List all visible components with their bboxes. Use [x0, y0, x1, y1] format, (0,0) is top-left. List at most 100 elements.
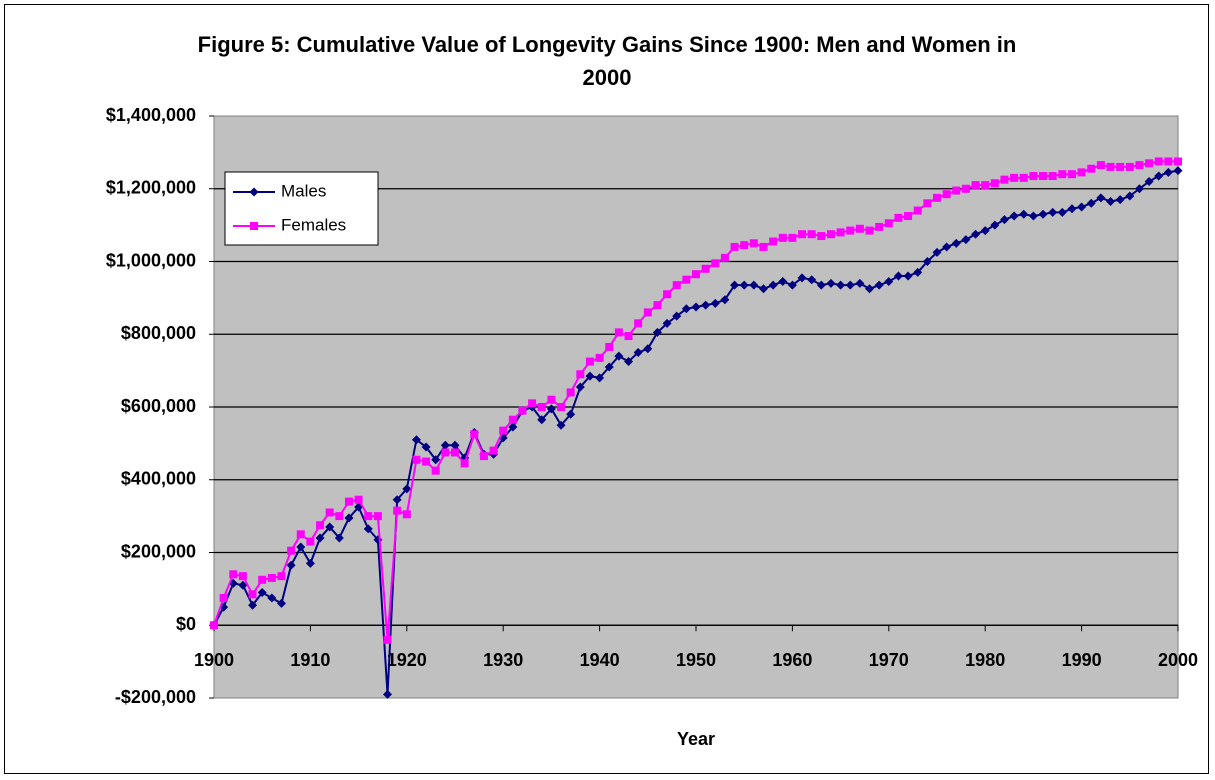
data-point [325, 522, 335, 532]
data-point [229, 570, 238, 579]
data-point [537, 415, 547, 425]
data-point [1163, 167, 1173, 177]
data-point [691, 302, 701, 312]
data-point [787, 280, 797, 290]
data-point [1154, 171, 1164, 181]
x-tick-label: 1930 [483, 650, 523, 670]
data-point [662, 318, 672, 328]
data-point [681, 304, 691, 314]
data-point [296, 530, 305, 539]
y-tick-label: -$200,000 [115, 687, 196, 707]
data-point [1096, 161, 1105, 170]
data-point [267, 593, 277, 603]
x-tick-label: 1900 [194, 650, 234, 670]
y-tick-label: $0 [176, 614, 196, 634]
data-point [797, 273, 807, 283]
data-point [816, 280, 826, 290]
data-point [652, 327, 662, 337]
data-point [556, 420, 566, 430]
data-point [1125, 191, 1135, 201]
data-point [334, 533, 344, 543]
y-tick-label: $1,400,000 [106, 105, 196, 125]
data-point [1039, 172, 1048, 181]
series [209, 166, 1183, 699]
data-point [749, 239, 758, 248]
data-point [720, 295, 730, 305]
data-point [855, 224, 864, 233]
data-point [1106, 196, 1116, 206]
data-point [1154, 157, 1163, 166]
data-point [980, 226, 990, 236]
data-point [643, 344, 653, 354]
data-point [710, 298, 720, 308]
data-point [431, 455, 441, 465]
data-point [518, 406, 527, 415]
data-point [788, 233, 797, 242]
legend [224, 171, 379, 246]
data-point [1009, 211, 1019, 221]
y-tick-label: $1,000,000 [106, 250, 196, 270]
data-point [1096, 193, 1106, 203]
data-point [653, 301, 662, 310]
data-point [701, 264, 710, 273]
data-point [392, 495, 402, 505]
x-tick-label: 1940 [580, 650, 620, 670]
data-point [1125, 162, 1134, 171]
data-point [354, 495, 363, 504]
data-point [884, 277, 894, 287]
data-point [624, 357, 634, 367]
chart-frame [4, 4, 1209, 774]
data-point [364, 512, 373, 521]
data-point [1115, 195, 1125, 205]
chart-title: Figure 5: Cumulative Value of Longevity … [197, 32, 1017, 90]
x-axis-label: Year [677, 729, 715, 749]
data-point [846, 226, 855, 235]
data-point [1000, 175, 1009, 184]
data-point [305, 558, 315, 568]
x-tick-label: 2000 [1158, 650, 1198, 670]
data-point [258, 575, 267, 584]
data-point [634, 319, 643, 328]
data-point [836, 280, 846, 290]
data-point [557, 403, 566, 411]
data-point [470, 430, 479, 439]
data-point [672, 281, 681, 290]
data-point [933, 193, 941, 202]
data-point [441, 448, 450, 457]
data-point [663, 290, 672, 299]
legend-label: Females [281, 215, 346, 234]
data-point [422, 457, 431, 466]
data-point [383, 689, 393, 699]
data-point [219, 593, 228, 602]
data-point [547, 395, 556, 404]
data-point [758, 284, 768, 294]
data-point [393, 506, 402, 515]
data-point [1077, 202, 1087, 212]
data-point [614, 351, 624, 361]
data-point [875, 222, 884, 231]
legend-label: Males [281, 181, 326, 200]
data-point [672, 311, 682, 321]
data-point [981, 181, 990, 190]
data-point [1145, 159, 1154, 168]
data-point [739, 280, 749, 290]
data-point [248, 600, 258, 610]
data-point [585, 357, 594, 366]
data-point [1019, 209, 1029, 219]
data-point [276, 598, 286, 608]
data-point [749, 280, 759, 290]
data-point [210, 621, 218, 630]
data-point [508, 415, 517, 424]
data-point [826, 278, 836, 288]
data-point [740, 241, 749, 250]
y-tick-label: $1,200,000 [106, 178, 196, 198]
data-point [1019, 173, 1028, 182]
data-point [836, 228, 845, 237]
data-point [546, 404, 556, 414]
data-point [402, 484, 412, 494]
x-tick-label: 1910 [290, 650, 330, 670]
data-point [460, 459, 469, 468]
data-point [682, 275, 691, 284]
data-point [778, 233, 787, 242]
